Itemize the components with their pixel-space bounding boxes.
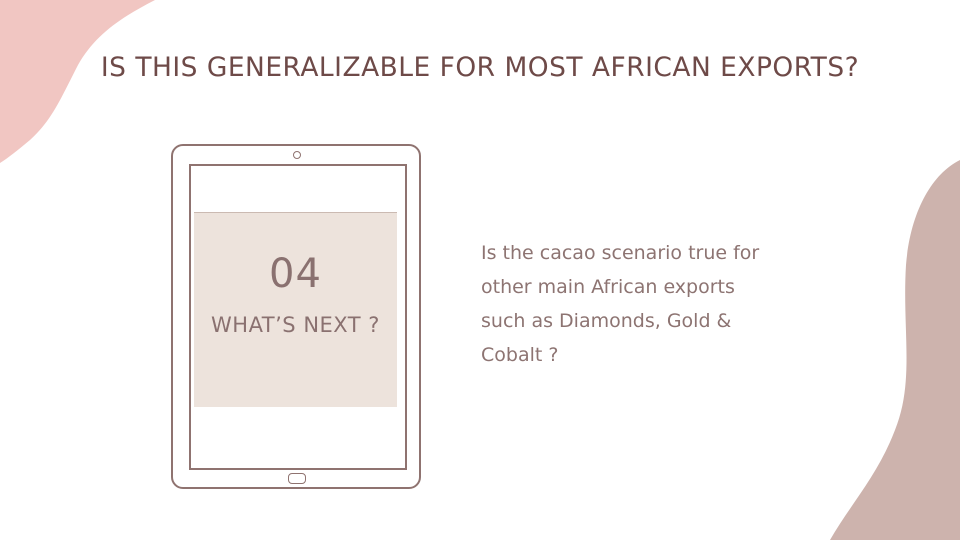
taupe-blob-right [830,160,960,540]
slide-title: IS THIS GENERALIZABLE FOR MOST AFRICAN E… [100,52,860,83]
tablet-home-button [288,473,306,484]
body-text: Is the cacao scenario true for other mai… [481,242,760,366]
section-subtitle: WHAT’S NEXT ? [211,313,380,337]
tablet-camera [293,151,301,159]
section-card: 04 WHAT’S NEXT ? [194,212,397,407]
section-number: 04 [269,251,322,297]
pink-blob-top-left [0,0,155,163]
